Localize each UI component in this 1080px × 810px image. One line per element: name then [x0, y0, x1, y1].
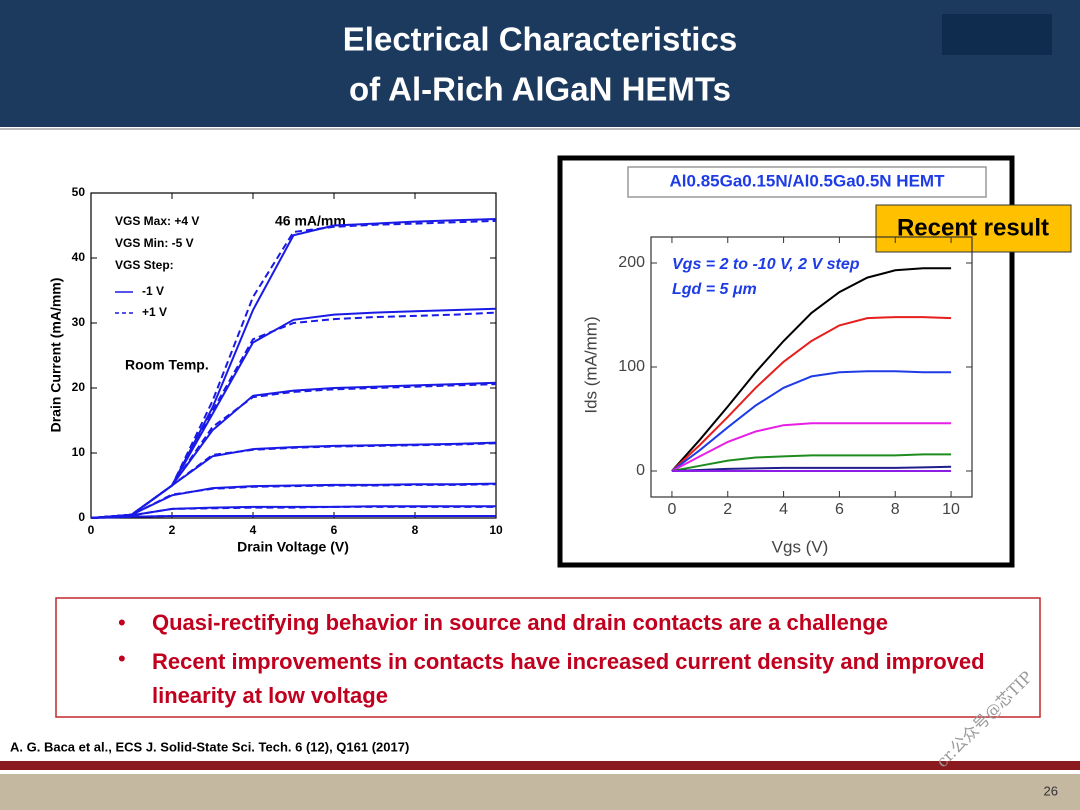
citation: A. G. Baca et al., ECS J. Solid-State Sc… — [10, 739, 409, 754]
curve — [671, 316, 952, 472]
curve — [90, 483, 497, 519]
curve — [90, 515, 496, 519]
header-band — [0, 0, 1080, 127]
curve — [90, 219, 497, 519]
x-tick-label: 8 — [891, 501, 900, 518]
legend-label: +1 V — [142, 305, 167, 319]
y-tick-label: 100 — [618, 358, 645, 375]
bullet-dot: • — [118, 646, 126, 671]
x-tick-label: 6 — [835, 501, 844, 518]
y-tick-label: 0 — [78, 510, 85, 524]
annotation: Lgd = 5 μm — [672, 281, 757, 298]
y-tick-label: 50 — [72, 185, 86, 199]
x-axis-label: Drain Voltage (V) — [237, 539, 349, 555]
curve — [671, 370, 952, 472]
x-tick-label: 2 — [169, 523, 176, 537]
x-tick-label: 2 — [723, 501, 732, 518]
x-tick-label: 10 — [942, 501, 960, 518]
bullet: Quasi-rectifying behavior in source and … — [152, 610, 888, 635]
curve — [671, 267, 952, 472]
curve — [90, 311, 497, 519]
bullet: Recent improvements in contacts have inc… — [152, 649, 985, 708]
header-block — [942, 14, 1052, 55]
curve — [90, 383, 497, 519]
x-tick-label: 0 — [88, 523, 95, 537]
x-tick-label: 10 — [489, 523, 503, 537]
y-tick-label: 20 — [72, 380, 86, 394]
figure-title-box — [627, 166, 987, 198]
footer-bar — [0, 761, 1080, 770]
y-tick-label: 10 — [72, 445, 86, 459]
y-axis-label: Drain Current (mA/mm) — [48, 278, 64, 433]
curve — [671, 422, 952, 472]
legend-text: VGS Step: — [115, 258, 174, 272]
legend-label: -1 V — [142, 284, 164, 298]
curve — [90, 442, 497, 519]
annotation: Room Temp. — [125, 357, 209, 373]
x-tick-label: 6 — [331, 523, 338, 537]
curve — [90, 307, 497, 519]
footer-band — [0, 774, 1080, 810]
legend-text: VGS Min: -5 V — [115, 236, 194, 250]
y-tick-label: 30 — [72, 315, 86, 329]
x-tick-label: 0 — [667, 501, 676, 518]
legend-text: VGS Max: +4 V — [115, 214, 199, 228]
y-axis-label: Ids (mA/mm) — [581, 316, 600, 413]
bullet-wrap: Recent improvements in contacts have inc… — [152, 649, 985, 708]
x-tick-label: 8 — [412, 523, 419, 537]
figure-title: Al0.85Ga0.15N/Al0.5Ga0.5N HEMT — [670, 171, 946, 190]
curve — [90, 505, 496, 519]
annotation: 46 mA/mm — [275, 213, 346, 229]
curve — [671, 465, 952, 472]
callout-box — [875, 204, 1072, 253]
y-tick-label: 0 — [636, 462, 645, 479]
bullet-dot: • — [118, 610, 126, 635]
x-tick-label: 4 — [250, 523, 257, 537]
annotation: Vgs = 2 to -10 V, 2 V step — [672, 256, 860, 273]
title-line: of Al-Rich AlGaN HEMTs — [349, 71, 731, 108]
curve — [90, 381, 497, 519]
y-tick-label: 40 — [72, 250, 86, 264]
page-number: 26 — [1044, 783, 1058, 798]
x-axis-label: Vgs (V) — [772, 537, 829, 556]
bullet-box — [55, 597, 1041, 718]
x-tick-label: 4 — [779, 501, 788, 518]
title-line: Electrical Characteristics — [343, 21, 737, 58]
curve — [671, 453, 952, 472]
plot-frame — [90, 192, 497, 519]
y-tick-label: 200 — [618, 254, 645, 271]
